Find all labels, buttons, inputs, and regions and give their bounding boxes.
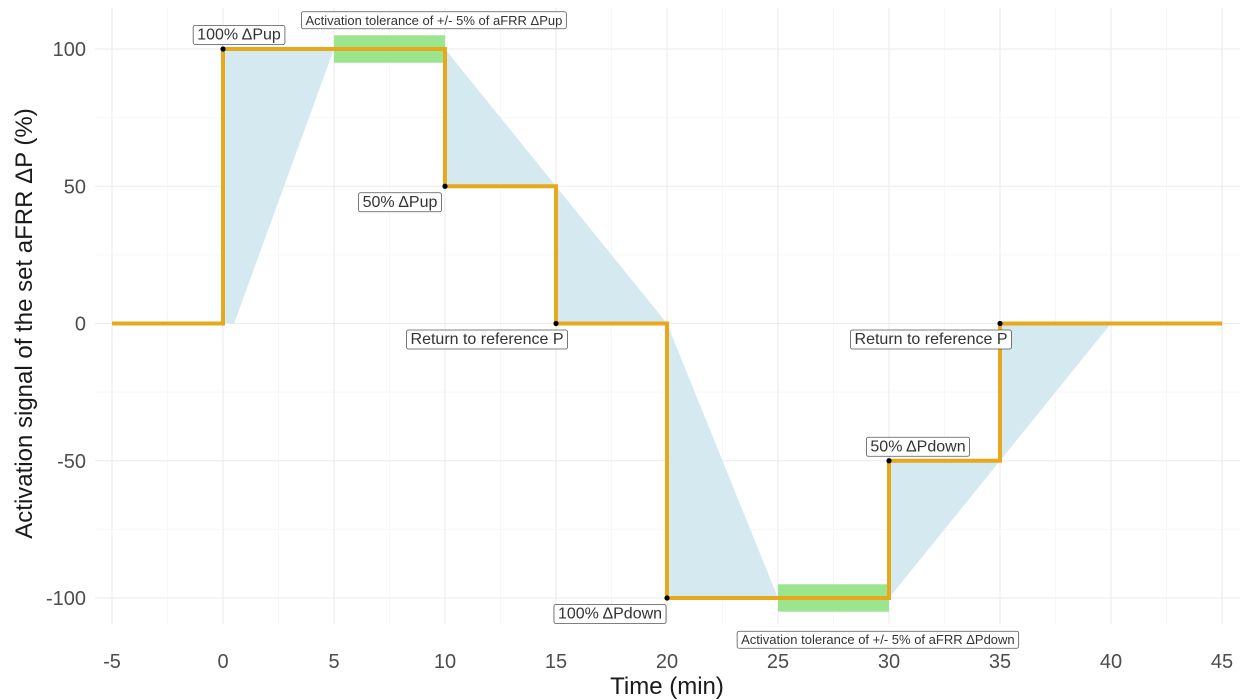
tolerance-label-0-text: Activation tolerance of +/- 5% of aFRR Δ… — [305, 13, 562, 28]
point-label-4: 50% ΔPdown — [865, 436, 971, 457]
y-axis-title: Activation signal of the set aFRR ΔP (%) — [11, 108, 38, 538]
point-label-4-text: 50% ΔPdown — [870, 438, 965, 455]
response-band-0 — [223, 49, 334, 324]
marker-point-3 — [664, 595, 670, 601]
point-label-3-text: 100% ΔPdown — [558, 606, 662, 623]
response-band-2 — [556, 186, 667, 324]
marker-point-0 — [220, 46, 226, 52]
point-label-0: 100% ΔPup — [192, 25, 286, 45]
response-band-3 — [667, 323, 778, 598]
response-bands — [223, 49, 1111, 598]
y-tick-label: 100 — [53, 39, 86, 61]
response-band-4 — [889, 460, 1000, 598]
x-tick-label: -5 — [103, 651, 121, 673]
signal-line — [112, 47, 1222, 600]
y-tick-label: 50 — [64, 176, 86, 198]
point-label-3-box — [553, 604, 667, 624]
point-label-3: 100% ΔPdown — [553, 604, 667, 624]
x-tick-label: 20 — [656, 651, 678, 673]
x-tick-label: 5 — [328, 651, 339, 673]
marker-point-1 — [442, 183, 448, 189]
tolerance-label-0: Activation tolerance of +/- 5% of aFRR Δ… — [301, 11, 567, 30]
tolerance-label-1-box — [736, 630, 1020, 649]
marker-points — [220, 46, 1003, 601]
point-label-5-box — [850, 329, 1012, 350]
point-label-0-box — [192, 25, 286, 45]
x-tick-label: 25 — [767, 651, 789, 673]
marker-point-2 — [553, 320, 559, 327]
point-label-5: Return to reference P — [850, 329, 1012, 350]
response-band-1 — [445, 49, 556, 187]
y-tick-label: -50 — [57, 451, 86, 473]
point-label-2-box — [406, 329, 568, 350]
x-tick-label: 15 — [545, 651, 567, 673]
point-label-1-text: 50% ΔPup — [363, 194, 438, 211]
tolerance-label-1: Activation tolerance of +/- 5% of aFRR Δ… — [736, 630, 1020, 649]
point-label-4-box — [865, 436, 971, 457]
annotations: 100% ΔPup 50% ΔPup Return to reference P 10… — [192, 11, 1020, 649]
tolerance-label-0-box — [301, 11, 567, 30]
point-label-2-text: Return to reference P — [411, 331, 564, 348]
x-tick-label: 45 — [1211, 651, 1233, 673]
x-tick-label: 30 — [878, 651, 900, 673]
signal-line-group — [112, 47, 1222, 600]
marker-point-5 — [997, 320, 1003, 327]
point-label-2: Return to reference P — [406, 329, 568, 350]
point-label-1-box — [358, 192, 442, 213]
y-tick-label: 0 — [75, 314, 86, 336]
y-tick-label: -100 — [46, 588, 86, 610]
response-band-5 — [1000, 323, 1111, 461]
x-tick-label: 0 — [217, 651, 228, 673]
x-axis-title: Time (min) — [610, 673, 724, 700]
marker-point-4 — [886, 458, 892, 464]
x-tick-label: 35 — [989, 651, 1011, 673]
tolerance-label-1-text: Activation tolerance of +/- 5% of aFRR Δ… — [741, 632, 1015, 647]
x-tick-label: 40 — [1100, 651, 1122, 673]
point-label-0-text: 100% ΔPup — [197, 27, 281, 44]
point-label-1: 50% ΔPup — [358, 192, 442, 213]
x-tick-label: 10 — [434, 651, 456, 673]
point-label-5-text: Return to reference P — [855, 331, 1008, 348]
